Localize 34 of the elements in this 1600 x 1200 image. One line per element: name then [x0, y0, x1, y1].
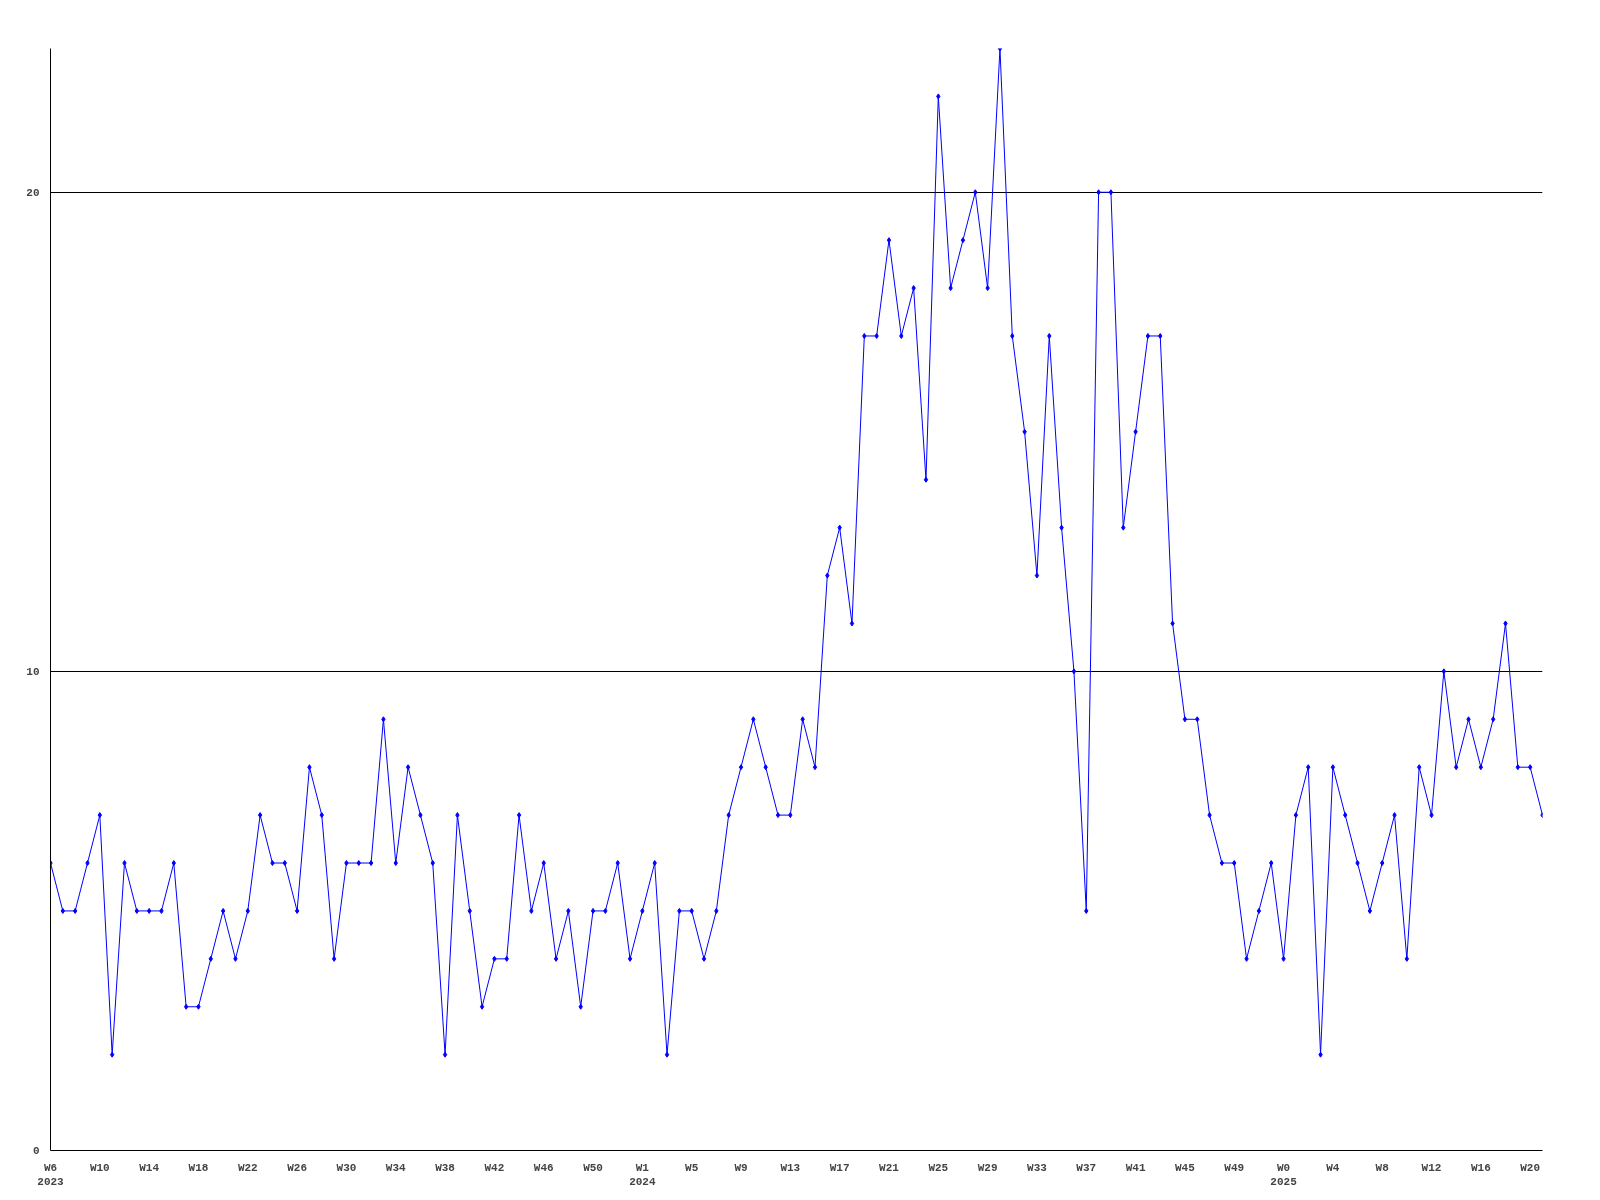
- x-tick-label: W6 2023: [37, 1161, 65, 1188]
- x-tick-label: W25: [928, 1161, 949, 1174]
- x-tick-label: W10: [89, 1161, 110, 1174]
- x-tick-label: W37: [1076, 1161, 1097, 1174]
- x-tick-label: W1 2024: [629, 1161, 656, 1188]
- x-tick-label: W16: [1470, 1161, 1491, 1174]
- x-tick-label: W17: [829, 1161, 850, 1174]
- x-tick-label: W49: [1224, 1161, 1245, 1174]
- x-tick-label: W5: [685, 1161, 699, 1174]
- x-tick-label: W21: [879, 1161, 900, 1174]
- x-tick-label: W26: [287, 1161, 308, 1174]
- x-tick-label: W45: [1175, 1161, 1196, 1174]
- x-tick-label: W18: [188, 1161, 209, 1174]
- x-tick-label: W12: [1421, 1161, 1442, 1174]
- x-tick-label: W22: [237, 1161, 258, 1174]
- x-tick-label: W42: [484, 1161, 505, 1174]
- y-tick-label: 20: [26, 186, 40, 199]
- x-tick-label: W29: [977, 1161, 998, 1174]
- x-tick-label: W41: [1125, 1161, 1146, 1174]
- x-tick-label: W33: [1027, 1161, 1048, 1174]
- x-tick-label: W38: [435, 1161, 456, 1174]
- y-tick-label: 0: [32, 1145, 40, 1157]
- x-tick-label: W4: [1326, 1161, 1340, 1174]
- x-tick-label: W20: [1520, 1161, 1541, 1174]
- x-tick-label: W50: [583, 1161, 603, 1174]
- x-tick-label: W30: [336, 1161, 357, 1174]
- x-tick-label: W9: [734, 1161, 748, 1174]
- x-tick-label: W8: [1375, 1161, 1390, 1174]
- y-tick-label: 10: [26, 665, 40, 678]
- x-tick-label: W46: [533, 1161, 554, 1174]
- x-tick-label: W14: [139, 1161, 160, 1174]
- x-tick-label: W13: [780, 1161, 801, 1174]
- x-tick-label: W0 2025: [1270, 1161, 1298, 1188]
- x-tick-label: W34: [385, 1161, 407, 1174]
